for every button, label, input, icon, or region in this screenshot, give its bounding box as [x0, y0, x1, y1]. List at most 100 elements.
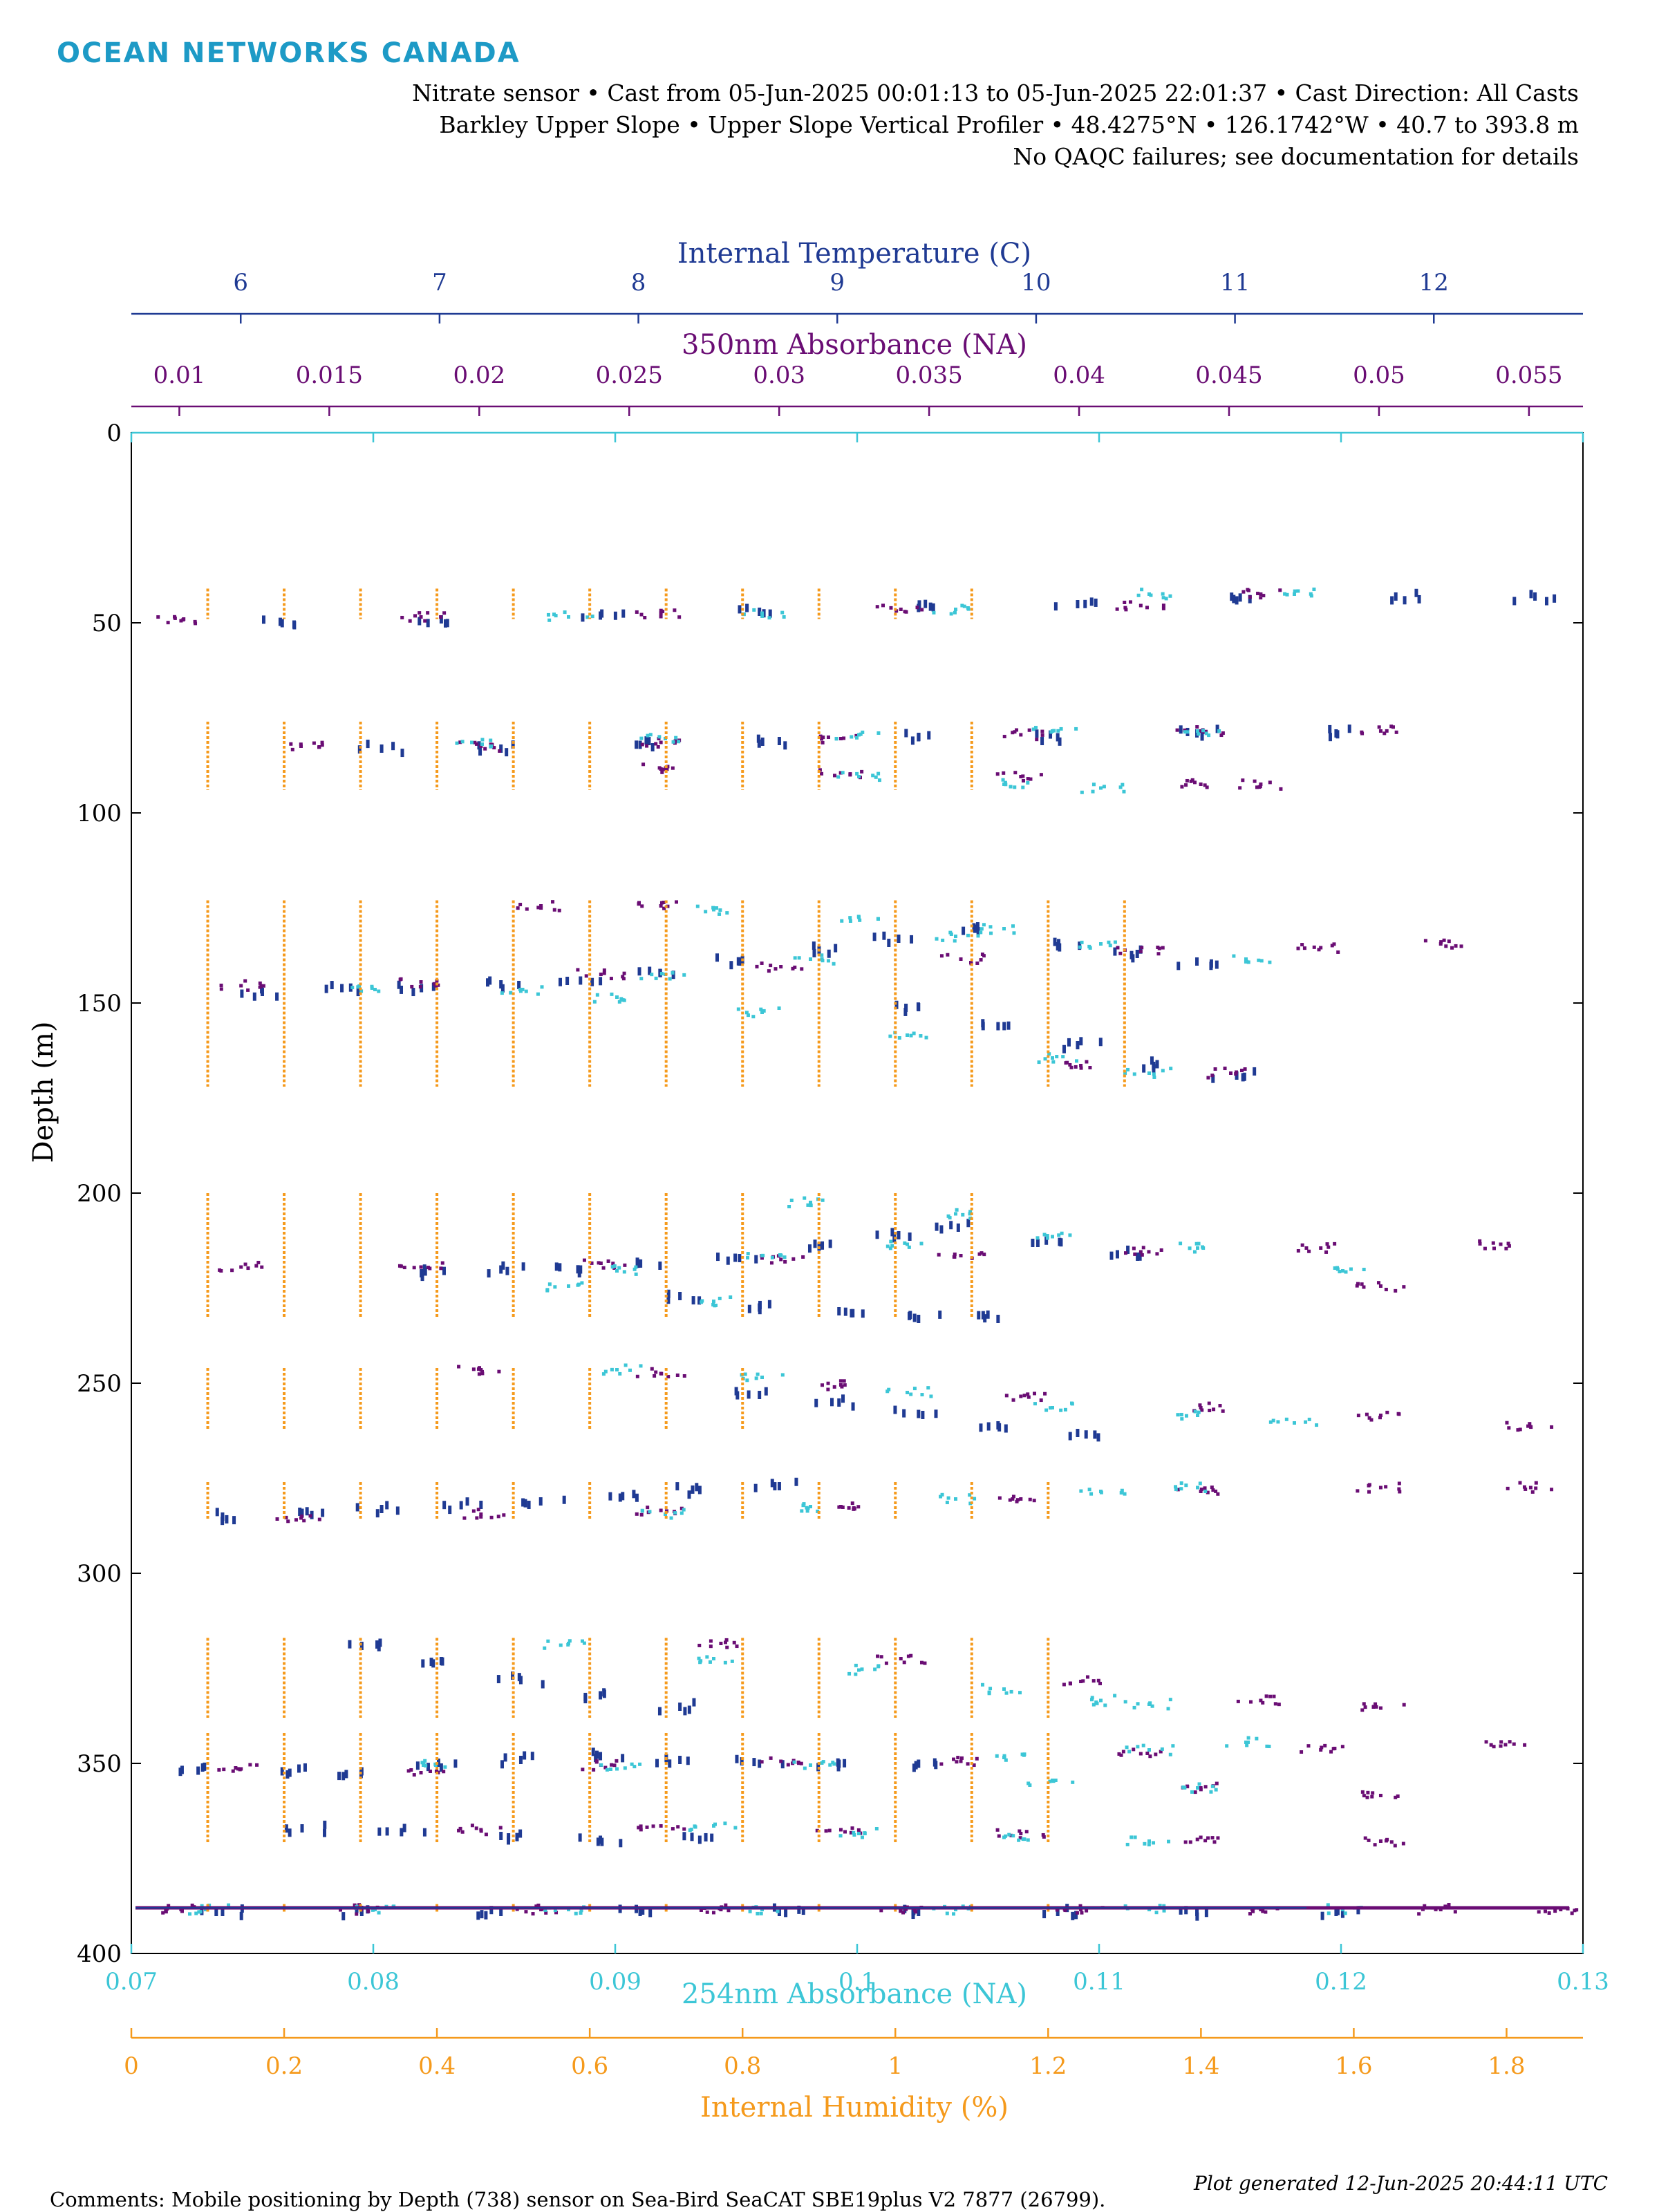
absorbance350-point	[551, 900, 555, 904]
absorbance254-point	[821, 1198, 825, 1202]
absorbance350-point	[645, 1825, 649, 1829]
temperature-point	[1328, 733, 1332, 742]
temperature-point	[180, 1765, 184, 1774]
temperature-point	[917, 1908, 921, 1916]
absorbance254-point	[1210, 1784, 1215, 1788]
absorbance350-point	[1206, 1836, 1210, 1840]
absorbance254-point	[1188, 1246, 1192, 1250]
temperature-point	[489, 1906, 494, 1915]
absorbance350-point	[1078, 1904, 1082, 1908]
absorbance350-point	[1214, 1489, 1218, 1493]
absorbance350-point	[1176, 1488, 1180, 1492]
absorbance350-point	[582, 1258, 586, 1262]
temperature-point	[511, 740, 515, 749]
absorbance254-point	[973, 1497, 977, 1501]
absorbance350-point	[1250, 1908, 1255, 1912]
absorbance254-point	[924, 1035, 928, 1040]
absorbance350-point	[906, 1654, 910, 1658]
temperature-point	[499, 1832, 503, 1840]
absorbance350-point	[1483, 1246, 1487, 1250]
absorbance350-point	[1019, 1832, 1023, 1835]
absorbance350-point	[1528, 1422, 1532, 1426]
absorbance350-point	[428, 1769, 432, 1773]
temperature-point	[1211, 1074, 1215, 1083]
absorbance254-point	[1283, 592, 1287, 596]
absorbance254-point	[1136, 1702, 1140, 1706]
temperature-point	[638, 1908, 642, 1916]
absorbance350-point	[1019, 733, 1023, 737]
absorbance350-point	[1356, 1489, 1360, 1493]
temperature-point	[261, 615, 265, 624]
temperature-point	[477, 741, 481, 750]
temperature-point	[738, 605, 742, 614]
absorbance350-point	[1330, 944, 1334, 948]
temperature-point	[1232, 594, 1236, 603]
absorbance254-point	[1268, 1420, 1273, 1424]
absorbance350-point	[660, 770, 664, 774]
temperature-point	[912, 1763, 916, 1772]
absorbance254-point	[579, 1909, 583, 1913]
absorbance350-point	[1394, 1795, 1398, 1799]
absorbance254-point	[433, 1762, 438, 1766]
absorbance254-point	[630, 1762, 634, 1766]
absorbance350-point	[442, 1770, 446, 1774]
absorbance254-point	[1026, 1838, 1030, 1842]
absorbance254-point	[227, 1903, 231, 1907]
absorbance350-point	[1205, 785, 1209, 789]
absorbance350-point	[1402, 1703, 1406, 1707]
temperature-tick-label: 9	[830, 269, 845, 297]
absorbance254-point	[1033, 726, 1038, 730]
absorbance254-point	[979, 930, 983, 935]
temperature-point	[221, 1512, 225, 1521]
temperature-point	[499, 744, 503, 753]
absorbance350-point	[939, 1762, 944, 1766]
humidity-tick-label: 1.4	[1182, 2052, 1219, 2080]
temperature-point	[1394, 592, 1398, 601]
absorbance350-point	[300, 1514, 304, 1518]
absorbance350-point	[1188, 1840, 1192, 1844]
temperature-point	[807, 1244, 812, 1253]
temperature-point	[355, 1503, 359, 1512]
absorbance350-point	[599, 973, 603, 976]
temperature-point	[260, 985, 264, 994]
absorbance350-point	[1278, 588, 1282, 592]
temperature-point	[716, 1253, 720, 1262]
absorbance350-point	[471, 1509, 476, 1513]
absorbance350-point	[1011, 1494, 1015, 1499]
temperature-point	[756, 734, 760, 743]
temperature-point	[1126, 1245, 1130, 1254]
absorbance350-point	[1062, 1683, 1066, 1687]
absorbance350-point	[923, 1661, 927, 1665]
temperature-point	[1006, 1021, 1011, 1030]
absorbance350-point	[1026, 777, 1030, 781]
temperature-point	[908, 1232, 912, 1241]
temperature-point	[828, 1239, 832, 1248]
temperature-point	[770, 1479, 774, 1488]
absorbance254-point	[782, 615, 786, 619]
absorbance254-point	[940, 1492, 944, 1497]
absorbance254-point	[546, 612, 550, 617]
temperature-point	[666, 1289, 671, 1298]
absorbance350-point	[1115, 607, 1119, 611]
absorbance350-point	[876, 1654, 880, 1658]
absorbance350-point	[1117, 1752, 1121, 1756]
absorbance350-point	[419, 980, 423, 984]
temperature-point	[760, 737, 765, 746]
absorbance350-point	[821, 740, 825, 744]
absorbance350-point	[843, 1830, 847, 1834]
absorbance350-point	[1340, 1745, 1344, 1749]
temperature-point	[837, 1398, 841, 1407]
absorbance350-point	[1378, 1284, 1382, 1288]
absorbance350-point	[1378, 729, 1382, 733]
humidity-tick-label: 1.2	[1029, 2052, 1067, 2080]
absorbance350-point	[1518, 1427, 1522, 1432]
absorbance254-point	[1284, 1417, 1288, 1421]
absorbance254-point	[1121, 782, 1125, 787]
absorbance350-point	[842, 1379, 846, 1383]
temperature-point	[288, 1828, 292, 1837]
absorbance254-point	[509, 991, 513, 995]
absorbance350-point	[1239, 1069, 1244, 1073]
temperature-point	[602, 1689, 606, 1698]
absorbance350-point	[1398, 1490, 1402, 1494]
temperature-point	[976, 927, 980, 935]
